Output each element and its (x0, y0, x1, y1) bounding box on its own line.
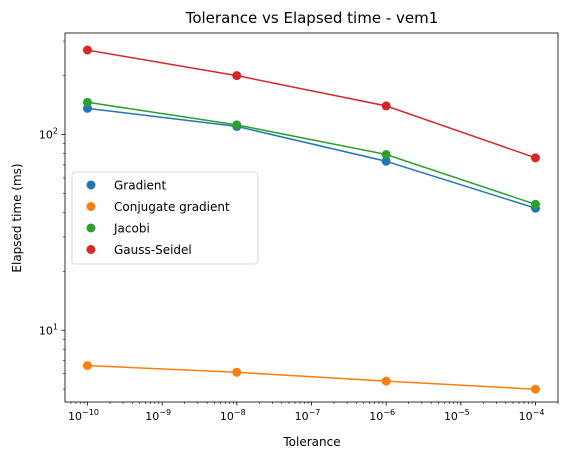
series-3-point (232, 71, 242, 81)
legend-label: Gauss-Seidel (114, 243, 192, 257)
legend-label: Gradient (114, 179, 167, 193)
x-tick-label: 10−5 (444, 408, 470, 423)
legend-marker (86, 180, 96, 190)
legend-label: Jacobi (113, 222, 150, 236)
plot-area (82, 45, 541, 394)
y-axis-label: Elapsed time (ms) (10, 163, 24, 272)
x-axis-label: Tolerance (282, 435, 340, 449)
legend-marker (86, 202, 96, 211)
series-1-point (232, 367, 242, 377)
x-tick-label: 10−6 (369, 408, 395, 423)
series-2-point (232, 120, 242, 130)
y-tick-label: 102 (39, 126, 58, 141)
series-3-point (531, 153, 541, 163)
legend-marker (86, 245, 96, 254)
series-1-point (381, 376, 391, 386)
legend-marker (86, 223, 96, 233)
x-tick-label: 10−8 (220, 408, 246, 423)
series-line-3 (87, 49, 536, 159)
series-1-point (82, 361, 92, 371)
x-tick-label: 10−10 (68, 408, 99, 423)
legend: Gradient Conjugate gradient Jacobi Gauss-Se… (71, 171, 259, 265)
x-tick-label: 10−4 (519, 408, 545, 423)
y-axis: 101 102 (39, 40, 65, 390)
series-3-point (381, 101, 391, 111)
series-2-point (82, 97, 92, 107)
x-tick-label: 10−7 (295, 408, 321, 423)
series-2-point (381, 150, 391, 160)
legend-label: Conjugate gradient (114, 200, 230, 214)
series-1-point (531, 384, 541, 394)
y-tick-label: 101 (39, 322, 58, 337)
series-2-point (531, 199, 541, 209)
x-axis: 10−10 10−9 10−8 10−7 10−6 10−5 10−4 (68, 402, 559, 423)
legend-box (71, 171, 259, 265)
chart-title: Tolerance vs Elapsed time - vem1 (185, 9, 439, 27)
series-0-point (381, 156, 391, 166)
series-line-1 (87, 364, 536, 390)
series-3-point (82, 45, 92, 55)
x-tick-label: 10−9 (145, 408, 171, 423)
series-line-2 (87, 101, 536, 206)
series-line-0 (87, 107, 536, 209)
